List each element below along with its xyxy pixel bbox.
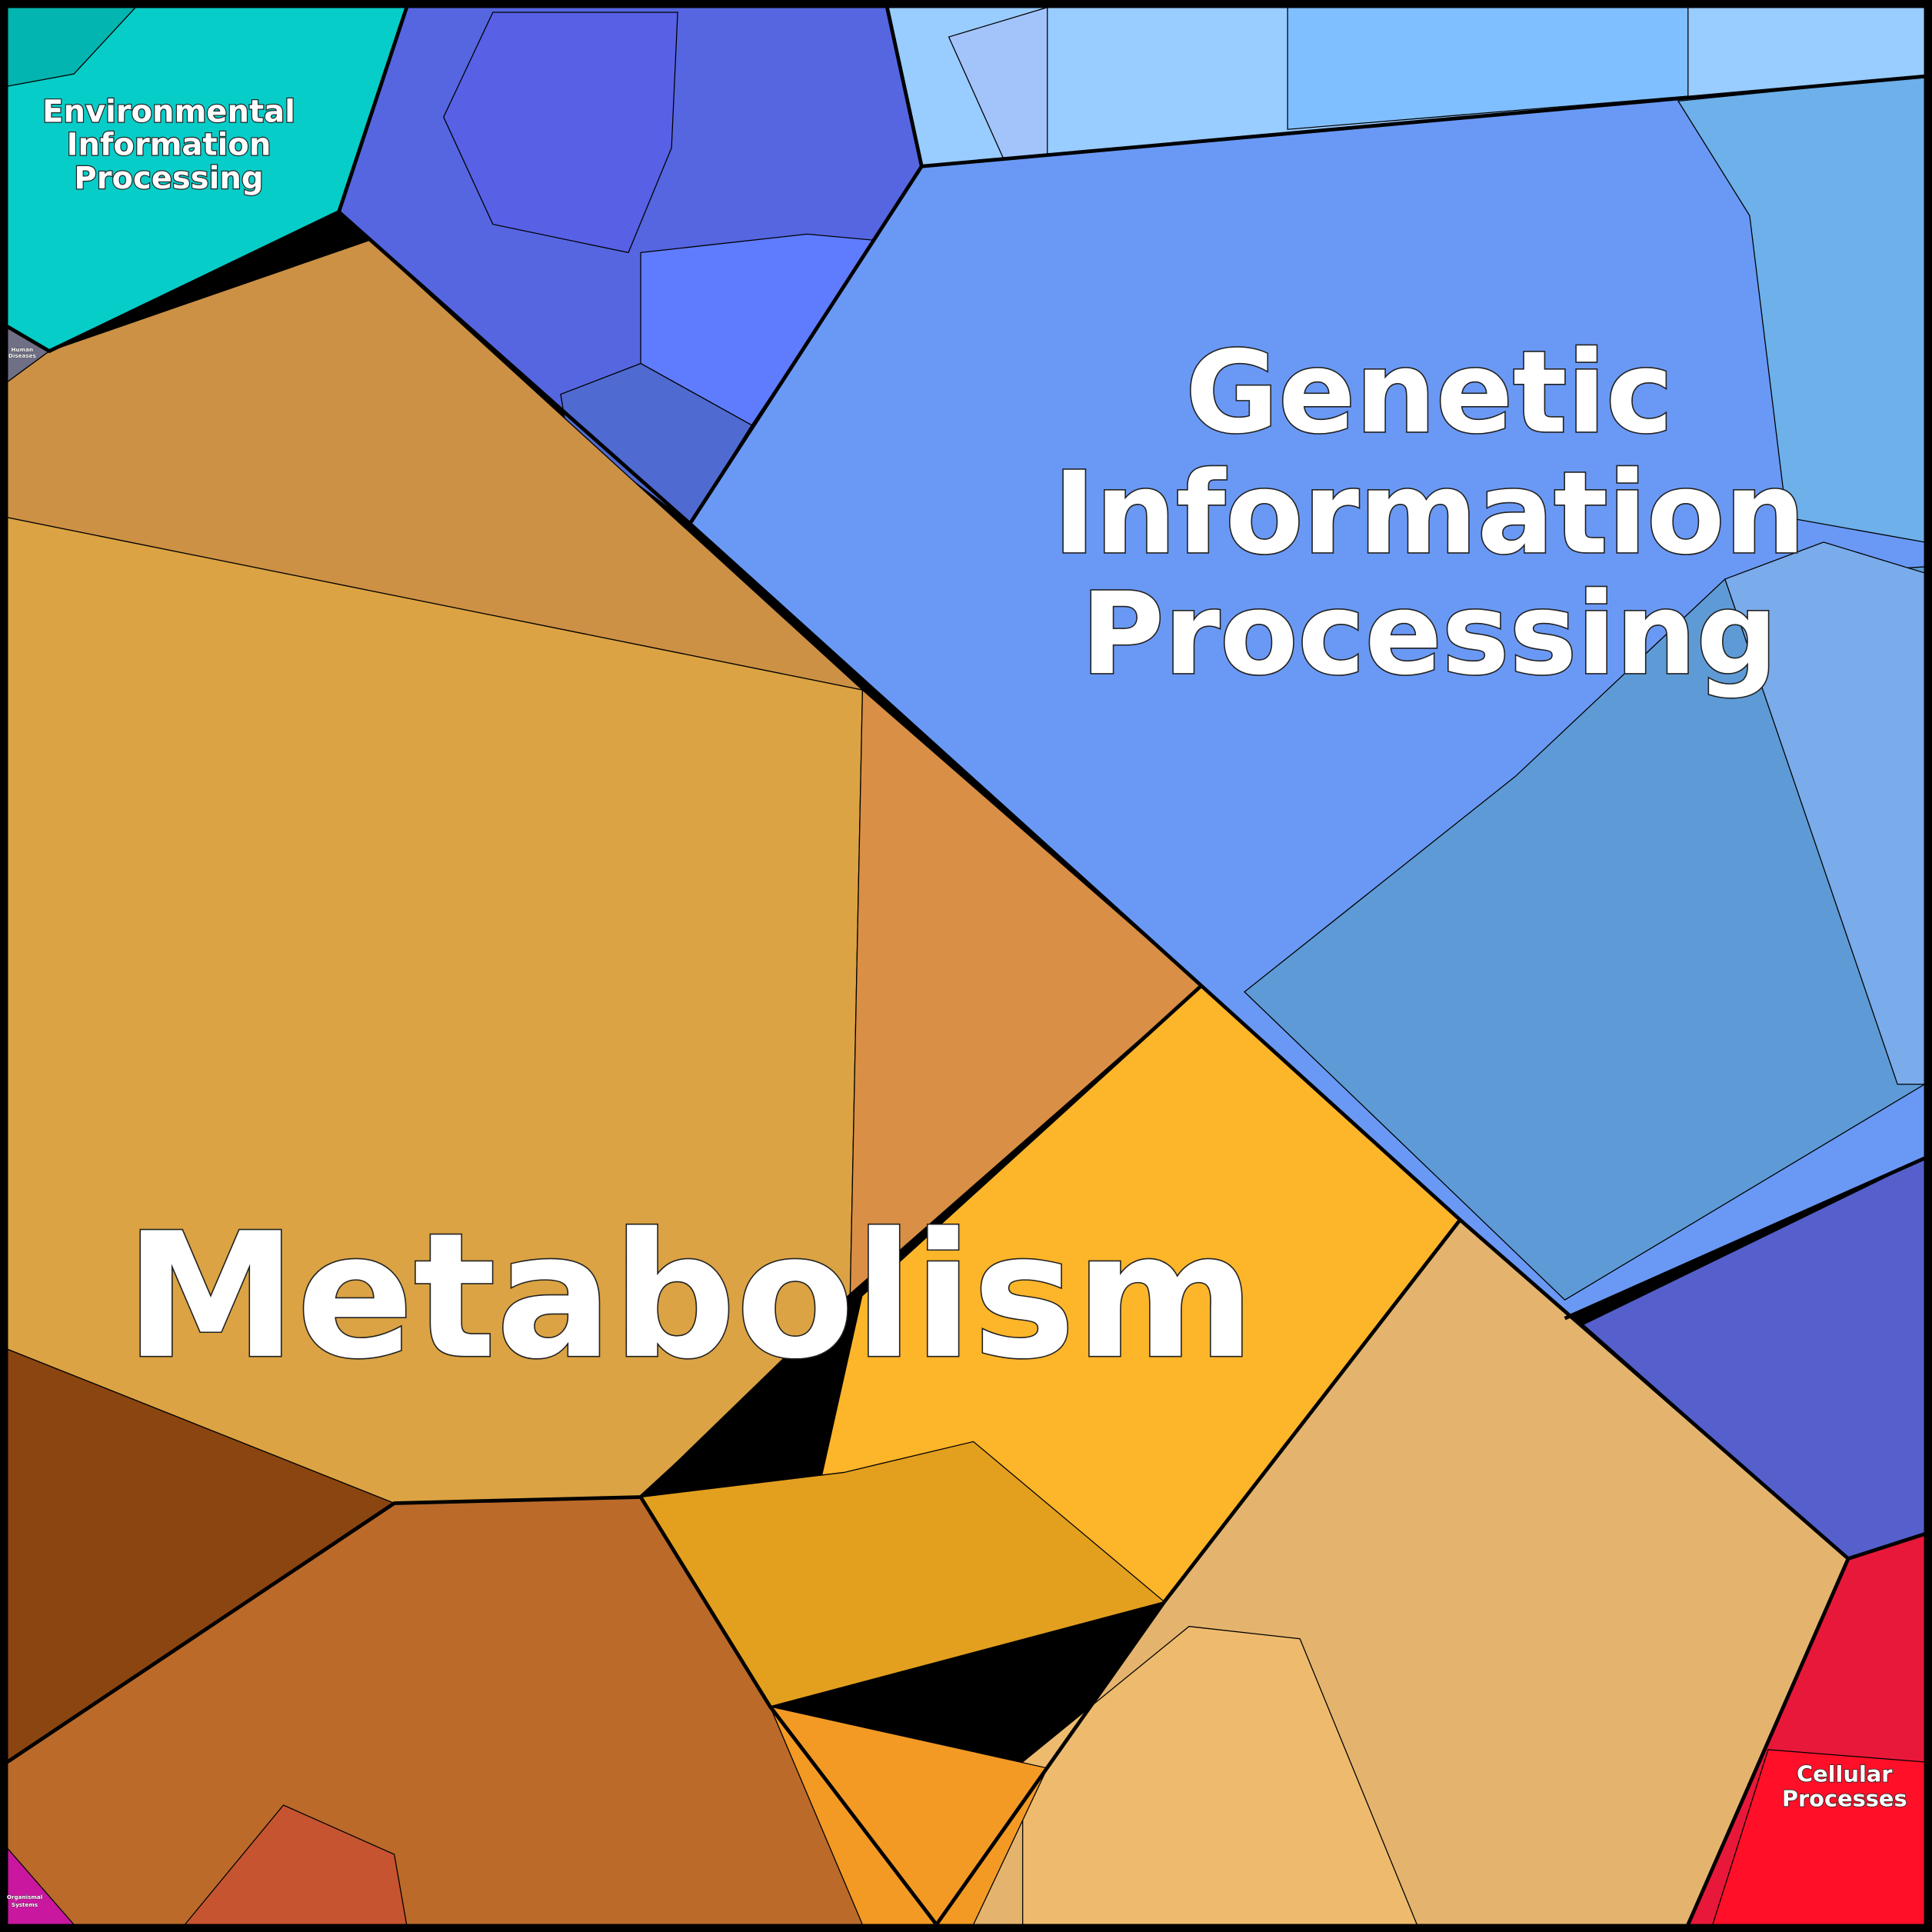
labels: EnvironmentalInformationProcessingGeneti… <box>7 93 1908 1908</box>
region-label: Genetic <box>1185 326 1673 458</box>
border <box>1564 1156 1926 1321</box>
region-label: Metabolism <box>125 1196 1254 1397</box>
metabolism-cell <box>849 688 1202 1295</box>
cells <box>6 6 1926 1926</box>
region-label: Information <box>67 128 271 163</box>
region-label: Environmental <box>42 94 295 129</box>
region-label: Processing <box>74 161 263 196</box>
blue-cell <box>443 12 678 254</box>
region-label: Cellular <box>1797 1761 1893 1787</box>
region-label: Systems <box>12 1901 38 1908</box>
border <box>6 6 408 354</box>
region-label: Information <box>1053 447 1805 579</box>
border <box>6 1495 641 1764</box>
region-label: Processing <box>1081 568 1778 700</box>
border <box>934 1218 1462 1926</box>
region-label: Organismal <box>7 1894 42 1900</box>
border <box>921 74 1925 168</box>
border <box>337 210 1926 1561</box>
region-label: Diseases <box>8 352 36 359</box>
border <box>1686 1557 1850 1926</box>
region-label: Processes <box>1782 1786 1907 1812</box>
region-label: Human <box>12 346 34 353</box>
